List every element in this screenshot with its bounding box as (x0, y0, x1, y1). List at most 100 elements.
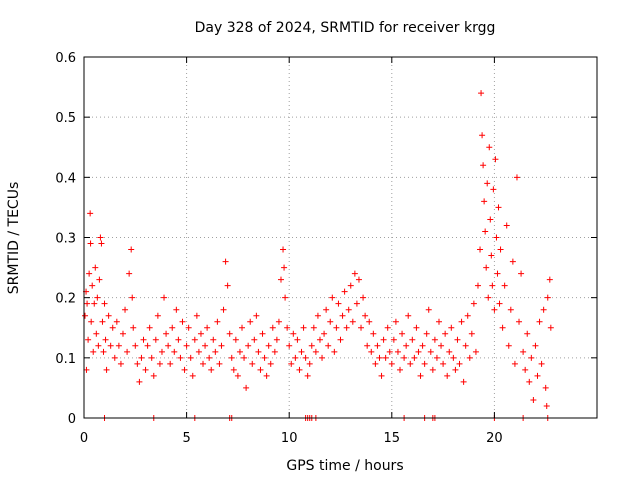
data-point (94, 294, 101, 301)
data-point (353, 300, 360, 307)
data-point (249, 360, 256, 367)
data-point (165, 342, 172, 349)
data-point (421, 360, 428, 367)
data-point (89, 282, 96, 289)
data-point (179, 318, 186, 325)
x-tick-label: 10 (281, 431, 298, 446)
data-point (507, 306, 514, 313)
data-point (493, 234, 500, 241)
data-point (253, 312, 260, 319)
data-point (158, 348, 165, 355)
data-point (140, 336, 147, 343)
data-point (534, 372, 541, 379)
data-point (206, 354, 213, 361)
data-point (526, 378, 533, 385)
data-point (200, 360, 207, 367)
data-point (304, 372, 311, 379)
data-point (281, 264, 288, 271)
data-point (518, 270, 525, 277)
data-point (122, 306, 129, 313)
data-point (399, 330, 406, 337)
data-point (173, 306, 180, 313)
data-point (247, 318, 254, 325)
axis-ticks: 0 0.1 0.2 0.3 0.4 0.5 0.6 0 5 10 15 20 (55, 51, 597, 446)
data-point (187, 354, 194, 361)
data-point (181, 366, 188, 373)
data-point (448, 324, 455, 331)
data-point (296, 366, 303, 373)
data-point (511, 360, 518, 367)
data-point (538, 360, 545, 367)
data-point (208, 366, 215, 373)
data-point (175, 336, 182, 343)
data-point (115, 342, 122, 349)
data-point (277, 276, 284, 283)
data-point (429, 366, 436, 373)
data-point (427, 348, 434, 355)
data-point (540, 306, 547, 313)
data-point (220, 306, 227, 313)
data-point (542, 384, 549, 391)
data-point (85, 336, 92, 343)
x-axis-label: GPS time / hours (286, 458, 403, 474)
data-point (452, 366, 459, 373)
data-point (185, 324, 192, 331)
data-point (384, 324, 391, 331)
data-point (286, 342, 293, 349)
data-point (267, 360, 274, 367)
data-point (113, 318, 120, 325)
data-point (466, 354, 473, 361)
data-point (516, 318, 523, 325)
data-point (282, 294, 289, 301)
data-point (374, 342, 381, 349)
data-point (339, 312, 346, 319)
data-point (345, 306, 352, 313)
data-point (88, 318, 95, 325)
data-point (234, 372, 241, 379)
data-point (101, 300, 108, 307)
data-point (442, 330, 449, 337)
data-point (292, 354, 299, 361)
y-tick-label: 0.2 (55, 292, 76, 307)
data-point (261, 354, 268, 361)
data-point (148, 354, 155, 361)
data-point (312, 348, 319, 355)
y-tick-label: 0.4 (55, 171, 76, 186)
data-point (103, 366, 110, 373)
data-point (119, 330, 126, 337)
data-point (388, 360, 395, 367)
data-point (501, 282, 508, 289)
data-point (111, 354, 118, 361)
data-point (154, 312, 161, 319)
data-point (341, 288, 348, 295)
y-tick-label: 0.1 (55, 352, 76, 367)
data-point (214, 318, 221, 325)
data-point (216, 360, 223, 367)
data-point (392, 318, 399, 325)
data-point (446, 348, 453, 355)
data-point (433, 354, 440, 361)
data-point (265, 342, 272, 349)
data-point (488, 252, 495, 259)
data-point (323, 306, 330, 313)
data-point (189, 372, 196, 379)
data-point (161, 294, 168, 301)
data-point (397, 366, 404, 373)
data-point (98, 240, 105, 247)
data-point (415, 348, 422, 355)
data-point (413, 324, 420, 331)
data-point (280, 246, 287, 253)
data-point (163, 330, 170, 337)
y-tick-label: 0.6 (55, 51, 76, 66)
data-point (142, 366, 149, 373)
data-point (468, 330, 475, 337)
data-point (484, 180, 491, 187)
data-point (257, 366, 264, 373)
data-point (218, 342, 225, 349)
x-tick-label: 20 (486, 431, 503, 446)
data-point (358, 324, 365, 331)
data-point (403, 342, 410, 349)
data-point (386, 348, 393, 355)
data-point (136, 378, 143, 385)
data-point (132, 342, 139, 349)
